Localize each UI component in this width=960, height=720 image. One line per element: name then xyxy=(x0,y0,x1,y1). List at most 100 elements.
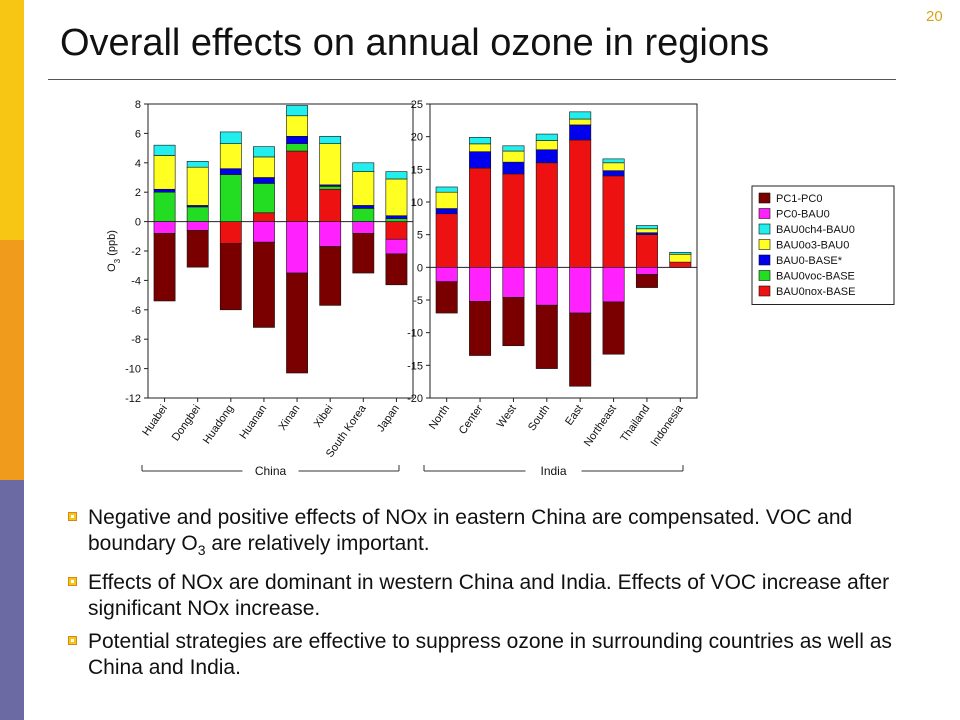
title-divider xyxy=(48,79,896,80)
bar-segment xyxy=(253,221,275,243)
legend-label: BAU0o3-BAU0 xyxy=(776,240,849,252)
bullet-item: Potential strategies are effective to su… xyxy=(68,629,928,681)
bar-segment xyxy=(535,149,558,164)
square-bullet-icon xyxy=(68,577,77,587)
bar-segment xyxy=(253,156,275,178)
square-bullet-icon xyxy=(68,636,77,646)
legend-swatch xyxy=(758,254,771,266)
y-tick-label: 10 xyxy=(411,197,423,209)
x-tick-label: Japan xyxy=(375,403,402,434)
bar-segment xyxy=(469,301,492,356)
bottom-accent-bar xyxy=(0,480,24,720)
bar-segment xyxy=(286,143,308,152)
x-tick-label: Xinan xyxy=(277,403,303,433)
y-tick-label: 6 xyxy=(135,128,141,140)
bar-segment xyxy=(153,188,176,193)
bar-segment xyxy=(253,241,275,328)
bar-segment xyxy=(502,297,525,347)
bar-segment xyxy=(219,131,242,144)
bar-segment xyxy=(469,267,492,302)
bar-segment xyxy=(569,124,592,141)
y-tick-label: -10 xyxy=(125,364,141,376)
legend-swatch xyxy=(758,223,771,235)
x-tick-label: Huadong xyxy=(201,403,236,446)
bar-segment xyxy=(186,161,209,168)
bar-segment xyxy=(286,115,308,137)
x-tick-label: Indonesia xyxy=(649,402,687,449)
bar-segment xyxy=(435,191,458,209)
bar-segment xyxy=(219,174,242,222)
bar-segment xyxy=(602,267,625,303)
group-label: China xyxy=(255,464,287,478)
bullet-subscript: 3 xyxy=(197,542,206,559)
bar-segment xyxy=(186,221,209,231)
bar-segment xyxy=(385,253,408,286)
x-tick-label: Northeast xyxy=(582,403,619,449)
y-tick-label: -10 xyxy=(407,328,423,340)
plot-frame xyxy=(429,103,698,399)
bar-segment xyxy=(435,267,458,283)
y-tick-label: -8 xyxy=(131,334,141,346)
y-tick-label: -15 xyxy=(407,360,423,372)
bar-segment xyxy=(435,208,458,215)
legend-label: BAU0ch4-BAU0 xyxy=(776,224,855,236)
bar-segment xyxy=(319,246,342,306)
bar-segment xyxy=(219,243,242,311)
x-tick-label: Thailand xyxy=(618,403,652,444)
bar-segment xyxy=(319,136,342,144)
bar-segment xyxy=(186,166,209,206)
legend-label: BAU0-BASE* xyxy=(776,255,843,267)
y-tick-label: 5 xyxy=(417,230,423,242)
top-accent-bar xyxy=(0,0,24,240)
bar-segment xyxy=(435,213,458,268)
bar-segment xyxy=(319,221,342,247)
bar-segment xyxy=(186,206,209,222)
bar-segment xyxy=(352,221,375,234)
legend-label: BAU0voc-BASE xyxy=(776,271,855,283)
y-tick-label: -12 xyxy=(125,393,141,405)
bar-segment xyxy=(253,177,275,184)
y-tick-label: -4 xyxy=(131,275,141,287)
legend-swatch xyxy=(758,192,771,204)
bar-segment xyxy=(385,171,408,180)
legend-box xyxy=(751,185,895,305)
y-tick-label: 25 xyxy=(411,99,423,111)
legend-label: PC0-BAU0 xyxy=(776,209,830,221)
bar-segment xyxy=(469,143,492,152)
legend-label: BAU0nox-BASE xyxy=(776,286,855,298)
legend-swatch xyxy=(758,270,771,281)
bar-segment xyxy=(385,218,408,222)
bar-segment xyxy=(635,274,658,288)
bar-segment xyxy=(635,234,658,268)
bar-segment xyxy=(352,233,375,274)
x-tick-label: Xibei xyxy=(312,403,336,430)
bar-segment xyxy=(669,252,692,255)
bar-segment xyxy=(385,215,408,219)
x-tick-label: North xyxy=(427,403,452,432)
bullet-list: Negative and positive effects of NOx in … xyxy=(68,505,928,688)
bullet-text-end: are relatively important. xyxy=(205,532,430,555)
bullet-item: Negative and positive effects of NOx in … xyxy=(68,505,928,563)
bullet-text: Negative and positive effects of NOx in … xyxy=(88,506,853,555)
bar-segment xyxy=(153,191,176,222)
bar-segment xyxy=(635,225,658,230)
bar-segment xyxy=(286,136,308,144)
x-tick-label: Huabei xyxy=(140,403,170,438)
y-tick-label: 0 xyxy=(135,217,141,229)
bar-segment xyxy=(569,312,592,387)
bar-segment xyxy=(502,145,525,152)
bar-segment xyxy=(352,162,375,172)
bullet-text: Potential strategies are effective to su… xyxy=(88,630,892,680)
y-axis-label: O3 (ppb) xyxy=(106,230,122,272)
x-tick-label: West xyxy=(495,403,519,430)
legend-swatch xyxy=(758,208,771,219)
bar-segment xyxy=(602,158,625,164)
bar-segment xyxy=(602,162,625,171)
slide-title: Overall effects on annual ozone in regio… xyxy=(60,22,770,64)
bar-segment xyxy=(569,118,592,126)
legend-swatch xyxy=(758,285,771,297)
bar-segment xyxy=(669,261,692,268)
legend-swatch xyxy=(758,239,771,250)
y-tick-label: -6 xyxy=(131,305,141,317)
